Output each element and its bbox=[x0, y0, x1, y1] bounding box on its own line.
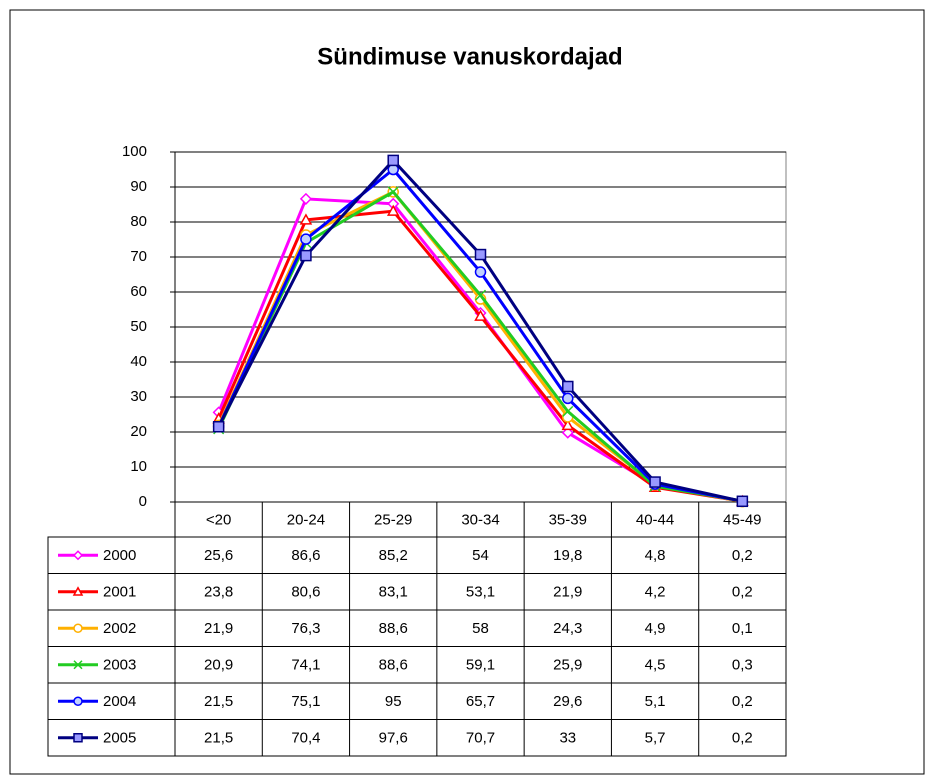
table-cell: 24,3 bbox=[553, 620, 582, 637]
series: 2005 21,5 70,4 97,6 70,7 33 5,7 0,2 bbox=[58, 154, 753, 747]
table-cell: 23,8 bbox=[204, 584, 233, 601]
y-tick-label: 30 bbox=[130, 388, 147, 405]
table-cell: 74,1 bbox=[291, 657, 320, 674]
legend-label: 2003 bbox=[103, 657, 136, 674]
marker bbox=[561, 426, 574, 439]
y-tick-label: 100 bbox=[122, 143, 147, 160]
marker bbox=[474, 309, 487, 321]
y-tick-label: 40 bbox=[130, 353, 147, 370]
table-cell: 70,7 bbox=[466, 730, 495, 747]
table-cell: 25,6 bbox=[204, 547, 233, 564]
table-cell: 0,2 bbox=[732, 584, 753, 601]
y-tick-label: 80 bbox=[130, 213, 147, 230]
marker bbox=[299, 192, 312, 205]
legend-label: 2002 bbox=[103, 620, 136, 637]
y-tick-label: 50 bbox=[130, 318, 147, 335]
marker bbox=[562, 405, 574, 417]
table-cell: 4,9 bbox=[645, 620, 666, 637]
y-tick-label: 70 bbox=[130, 248, 147, 265]
marker bbox=[562, 380, 574, 393]
x-tick-label: 25-29 bbox=[374, 511, 412, 528]
x-tick-label: 30-34 bbox=[461, 511, 499, 528]
table-cell: 54 bbox=[472, 547, 489, 564]
table-cell: 76,3 bbox=[291, 620, 320, 637]
table-cell: 53,1 bbox=[466, 584, 495, 601]
x-tick-label: <20 bbox=[206, 511, 231, 528]
table-cell: 21,9 bbox=[553, 584, 582, 601]
table-cell: 0,3 bbox=[732, 657, 753, 674]
table-cell: 75,1 bbox=[291, 693, 320, 710]
table-cell: 95 bbox=[385, 693, 402, 710]
marker bbox=[736, 495, 749, 508]
table-cell: 5,7 bbox=[645, 730, 666, 747]
table-cell: 97,6 bbox=[379, 730, 408, 747]
marker bbox=[474, 248, 487, 261]
x-tick-label: 45-49 bbox=[723, 511, 761, 528]
marker bbox=[73, 733, 83, 743]
table-cell: 0,2 bbox=[732, 730, 753, 747]
table-cell: 58 bbox=[472, 620, 489, 637]
y-tick-label: 60 bbox=[130, 283, 147, 300]
marker bbox=[299, 213, 313, 225]
table-cell: 20,9 bbox=[204, 657, 233, 674]
y-tick-label: 20 bbox=[130, 423, 147, 440]
marker bbox=[73, 660, 83, 670]
chart-title: Sündimuse vanuskordajad bbox=[317, 43, 622, 70]
marker bbox=[72, 586, 84, 596]
marker bbox=[649, 476, 661, 488]
marker bbox=[300, 233, 312, 245]
table-cell: 88,6 bbox=[379, 620, 408, 637]
y-tick-label: 0 bbox=[139, 493, 147, 510]
marker bbox=[300, 249, 312, 262]
y-tick-label: 10 bbox=[130, 458, 147, 475]
marker bbox=[561, 418, 575, 431]
table-cell: 0,2 bbox=[732, 547, 753, 564]
table-cell: 0,2 bbox=[732, 693, 753, 710]
table-cell: 4,2 bbox=[645, 584, 666, 601]
x-tick-label: 20-24 bbox=[287, 511, 325, 528]
table-cell: 83,1 bbox=[379, 584, 408, 601]
table-cell: 70,4 bbox=[291, 730, 320, 747]
x-tick-label: 35-39 bbox=[549, 511, 587, 528]
y-tick-label: 90 bbox=[130, 178, 147, 195]
marker bbox=[73, 623, 83, 633]
marker bbox=[474, 289, 487, 301]
table-cell: 0,1 bbox=[732, 620, 753, 637]
marker bbox=[72, 550, 84, 561]
legend-label: 2004 bbox=[103, 693, 136, 710]
table-cell: 21,9 bbox=[204, 620, 233, 637]
table-cell: 21,5 bbox=[204, 693, 233, 710]
table-cell: 33 bbox=[559, 730, 576, 747]
legend-label: 2001 bbox=[103, 584, 136, 601]
table-cell: 21,5 bbox=[204, 730, 233, 747]
marker bbox=[212, 421, 225, 433]
legend-label: 2005 bbox=[103, 730, 136, 747]
table-cell: 86,6 bbox=[291, 547, 320, 564]
marker bbox=[387, 186, 399, 198]
marker bbox=[562, 392, 574, 405]
table-cell: 4,5 bbox=[645, 657, 666, 674]
legend-label: 2000 bbox=[103, 547, 136, 564]
marker bbox=[73, 696, 83, 706]
table-cell: 80,6 bbox=[291, 584, 320, 601]
marker bbox=[474, 266, 487, 278]
table-cell: 65,7 bbox=[466, 693, 495, 710]
table-cell: 29,6 bbox=[553, 693, 582, 710]
table-cell: 19,8 bbox=[553, 547, 582, 564]
table-cell: 88,6 bbox=[379, 657, 408, 674]
table-cell: 85,2 bbox=[379, 547, 408, 564]
table-cell: 59,1 bbox=[466, 657, 495, 674]
marker bbox=[387, 154, 399, 167]
table-cell: 25,9 bbox=[553, 657, 582, 674]
table-cell: 4,8 bbox=[645, 547, 666, 564]
table-cell: 5,1 bbox=[645, 693, 666, 710]
x-tick-label: 40-44 bbox=[636, 511, 674, 528]
marker bbox=[386, 204, 400, 216]
